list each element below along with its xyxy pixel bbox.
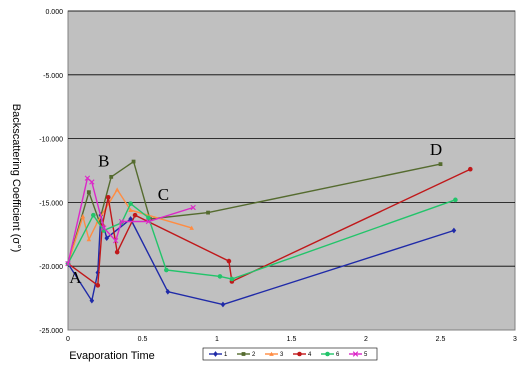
data-point [229,276,235,282]
data-point [89,297,95,304]
legend-label: 3 [280,352,284,358]
plot-area [67,10,516,331]
grid-lines [68,10,515,267]
data-point [84,175,91,181]
legend-swatch-marker [325,351,330,357]
series-layer [65,159,473,308]
data-point [95,283,101,288]
data-point [101,225,107,231]
data-point [104,235,110,242]
y-tick-label: -5.000 [43,73,63,80]
y-tick-label: -25.000 [39,328,63,335]
data-point [128,216,133,222]
x-tick-label: 0.5 [138,336,148,343]
annotation-label: A [69,268,82,287]
annotation-label: C [158,185,169,204]
annotations: A B C D [69,140,442,287]
data-point [86,237,92,242]
data-point [145,218,152,225]
x-axis-ticks: 0 0.5 1 1.5 2 2.5 3 [66,336,517,343]
x-tick-label: 2.5 [436,336,446,343]
legend-item: 3 [265,351,284,358]
data-point [114,187,120,192]
y-tick-label: -10.000 [39,137,63,144]
legend-box [202,347,378,361]
data-point [86,190,91,195]
data-point [114,249,120,255]
data-point [112,237,119,244]
data-point [189,225,194,230]
x-tick-label: 1.5 [287,336,297,343]
legend-label: 5 [364,352,368,358]
data-point [128,207,133,212]
legend-swatch-marker [352,351,359,357]
legend-label: 1 [224,352,228,358]
legend-item: 6 [321,351,340,358]
data-point [132,212,138,218]
data-point [438,162,443,167]
data-point [89,179,95,185]
data-point [190,204,196,211]
annotation-label: B [98,152,109,171]
legend-label: 6 [336,352,340,358]
series-line [67,199,456,280]
y-tick-label: -15.000 [39,200,63,207]
data-point [146,215,151,221]
legend-swatch-marker [241,352,246,356]
legend-item: 4 [293,351,312,358]
data-point [105,194,111,200]
x-tick-label: 3 [513,336,517,343]
legend-swatch-marker [269,351,274,356]
x-tick-label: 2 [364,336,368,343]
data-point [128,201,133,206]
data-point [131,159,136,164]
data-point [165,288,171,295]
legend-item: 1 [209,351,228,358]
legend-swatch-marker [297,351,302,357]
annotation-label: D [430,140,442,159]
data-point [91,212,96,218]
x-tick-label: 0 [66,336,70,343]
data-point [468,166,473,172]
y-axis-ticks: 0.000 -5.000 -10.000 -15.000 -20.000 -25.000 [39,9,63,335]
x-axis-title: Evaporation Time [69,350,155,362]
data-point [217,274,223,279]
y-axis-title: Backscattering Coefficient (σ°) [10,104,22,253]
data-point [220,301,226,308]
y-tick-label: 0.000 [45,9,63,16]
x-tick-label: 1 [215,336,219,343]
legend-item: 2 [237,352,256,358]
data-point [453,197,458,203]
data-point [164,267,169,273]
legend: 1 2 3 4 6 5 [202,347,378,361]
legend-label: 4 [308,352,312,358]
series-line [67,160,441,264]
data-point [206,210,210,215]
data-point [109,174,114,179]
data-point [226,258,232,264]
data-point [451,227,457,234]
data-point [80,214,86,219]
series-5 [65,175,196,267]
data-point [65,260,71,267]
legend-label: 2 [252,352,256,358]
legend-swatch-marker [213,351,218,357]
legend-item: 5 [349,351,368,358]
y-tick-label: -20.000 [39,264,63,271]
data-point [118,218,125,225]
data-point [97,219,102,224]
